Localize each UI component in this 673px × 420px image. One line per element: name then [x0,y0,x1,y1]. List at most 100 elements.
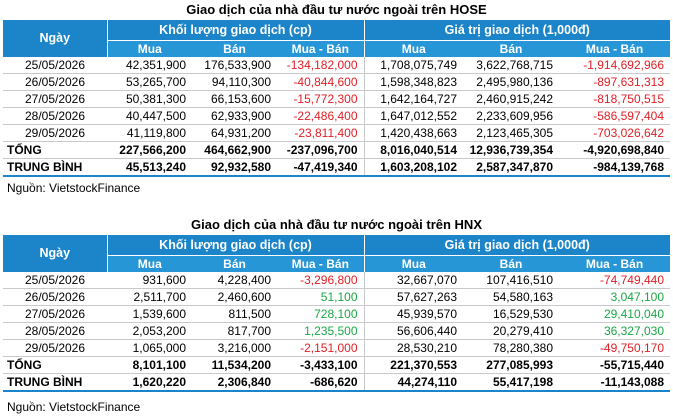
vol-sell: 2,460,600 [192,288,277,306]
row-date: 26/05/2026 [3,73,107,91]
table-row: 27/05/2026 50,381,300 66,153,600 -15,772… [3,90,670,108]
vol-net: -2,151,000 [277,339,364,357]
hose-source: Nguồn: VietstockFinance [7,181,141,195]
hnx-sub-vol-net: Mua - Bán [277,255,364,272]
val-sell: 16,529,530 [463,305,559,323]
vol-buy: 42,351,900 [107,56,192,74]
avg-val-buy: 44,274,110 [363,373,463,392]
hose-sub-vol-net: Mua - Bán [277,40,364,57]
hnx-title: Giao dịch của nhà đầu tư nước ngoài trên… [191,217,482,232]
vol-net: -40,844,600 [277,73,364,91]
val-buy: 1,598,348,823 [363,73,463,91]
val-sell: 2,495,980,136 [463,73,559,91]
hose-title: Giao dịch của nhà đầu tư nước ngoài trên… [186,2,487,17]
val-sell: 54,580,163 [463,288,559,306]
total-row: TỔNG 8,101,100 11,534,200 -3,433,100 221… [3,356,670,374]
average-row: TRUNG BÌNH 45,513,240 92,932,580 -47,419… [3,158,670,177]
hnx-table: Ngày Khối lượng giao dịch (cp) Giá trị g… [3,235,670,392]
val-buy: 45,939,570 [363,305,463,323]
total-vol-buy: 8,101,100 [107,356,192,374]
val-sell: 2,123,465,305 [463,124,559,142]
vol-buy: 41,119,800 [107,124,192,142]
avg-vol-buy: 45,513,240 [107,158,192,177]
vol-buy: 931,600 [107,271,192,289]
table-row: 27/05/2026 1,539,600 811,500 728,100 45,… [3,305,670,323]
vol-net: -22,486,400 [277,107,364,125]
vol-net: -15,772,300 [277,90,364,108]
val-buy: 56,606,440 [363,322,463,340]
vol-sell: 176,533,900 [192,56,277,74]
vol-buy: 53,265,700 [107,73,192,91]
row-date: 28/05/2026 [3,107,107,125]
val-buy: 28,530,210 [363,339,463,357]
val-sell: 78,280,380 [463,339,559,357]
val-net: -74,749,440 [559,271,670,289]
val-buy: 32,667,070 [363,271,463,289]
val-buy: 1,647,012,552 [363,107,463,125]
total-val-sell: 277,085,993 [463,356,559,374]
vol-net: 728,100 [277,305,364,323]
avg-vol-net: -47,419,340 [277,158,364,177]
row-date: 25/05/2026 [3,56,107,74]
vol-sell: 4,228,400 [192,271,277,289]
table-row: 29/05/2026 41,119,800 64,931,200 -23,811… [3,124,670,142]
avg-vol-net: -686,620 [277,373,364,392]
avg-val-sell: 2,587,347,870 [463,158,559,177]
vol-sell: 3,216,000 [192,339,277,357]
table-row: 28/05/2026 40,447,500 62,933,900 -22,486… [3,107,670,125]
vol-buy: 1,065,000 [107,339,192,357]
hose-header-value: Giá trị giao dịch (1,000đ) [363,20,670,41]
total-row: TỔNG 227,566,200 464,662,900 -237,096,70… [3,141,670,159]
val-buy: 1,642,164,727 [363,90,463,108]
average-label: TRUNG BÌNH [3,373,107,392]
hose-sub-vol-buy: Mua [107,40,192,57]
val-sell: 20,279,410 [463,322,559,340]
vol-buy: 2,053,200 [107,322,192,340]
row-date: 29/05/2026 [3,124,107,142]
hnx-header-volume: Khối lượng giao dịch (cp) [107,235,364,256]
vol-net: 51,100 [277,288,364,306]
hose-rows: 25/05/2026 42,351,900 176,533,900 -134,1… [3,56,670,177]
total-val-buy: 221,370,553 [363,356,463,374]
total-vol-net: -237,096,700 [277,141,364,159]
row-date: 28/05/2026 [3,322,107,340]
hnx-source: Nguồn: VietstockFinance [7,400,141,414]
table-row: 25/05/2026 931,600 4,228,400 -3,296,800 … [3,271,670,289]
val-sell: 107,416,510 [463,271,559,289]
average-row: TRUNG BÌNH 1,620,220 2,306,840 -686,620 … [3,373,670,392]
val-sell: 2,233,609,956 [463,107,559,125]
val-buy: 1,420,438,663 [363,124,463,142]
hose-sub-vol-sell: Bán [192,40,277,57]
val-net: -897,631,313 [559,73,670,91]
hose-sub-val-buy: Mua [363,40,463,57]
vol-net: -23,811,400 [277,124,364,142]
avg-val-net: -11,143,088 [559,373,670,392]
hose-sub-val-sell: Bán [463,40,559,57]
val-net: 29,410,040 [559,305,670,323]
vol-net: -3,296,800 [277,271,364,289]
avg-val-net: -984,139,768 [559,158,670,177]
vol-sell: 94,110,300 [192,73,277,91]
vol-sell: 62,933,900 [192,107,277,125]
vol-sell: 811,500 [192,305,277,323]
avg-vol-sell: 92,932,580 [192,158,277,177]
table-row: 26/05/2026 53,265,700 94,110,300 -40,844… [3,73,670,91]
val-net: -49,750,170 [559,339,670,357]
row-date: 27/05/2026 [3,90,107,108]
total-val-sell: 12,936,739,354 [463,141,559,159]
vol-net: 1,235,500 [277,322,364,340]
row-date: 25/05/2026 [3,271,107,289]
hnx-sub-val-buy: Mua [363,255,463,272]
total-val-net: -4,920,698,840 [559,141,670,159]
vol-sell: 66,153,600 [192,90,277,108]
avg-val-buy: 1,603,208,102 [363,158,463,177]
avg-vol-buy: 1,620,220 [107,373,192,392]
vol-sell: 817,700 [192,322,277,340]
vol-buy: 2,511,700 [107,288,192,306]
total-val-buy: 8,016,040,514 [363,141,463,159]
total-val-net: -55,715,440 [559,356,670,374]
row-date: 26/05/2026 [3,288,107,306]
val-buy: 57,627,263 [363,288,463,306]
total-label: TỔNG [3,141,107,159]
average-label: TRUNG BÌNH [3,158,107,177]
